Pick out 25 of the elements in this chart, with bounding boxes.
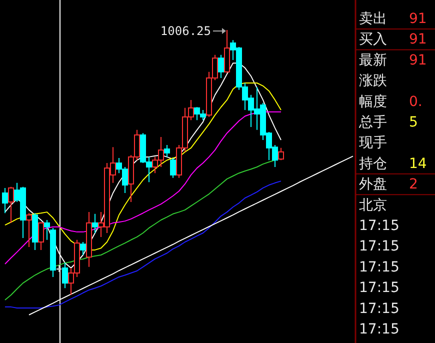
category-label: 17:15 xyxy=(359,322,400,338)
category-label: 17:15 xyxy=(359,238,400,255)
category-label: 幅度 xyxy=(359,94,387,110)
category-label: 总手 xyxy=(358,114,387,130)
text: 2 xyxy=(409,176,418,193)
category-label: 外盘 xyxy=(359,176,387,193)
category-label: 卖出 xyxy=(359,11,387,27)
annotation: 1006.25 xyxy=(160,24,226,38)
text: 5 xyxy=(409,114,418,130)
category-label: 现手 xyxy=(359,135,387,152)
category-label: 涨跌 xyxy=(359,73,387,90)
category-label: 持仓 xyxy=(359,156,387,172)
category-label: 17:15 xyxy=(359,300,400,317)
category-label: 17:15 xyxy=(359,280,400,296)
text: 91 xyxy=(409,32,427,48)
category-label: 买入 xyxy=(359,32,387,48)
text: 91 xyxy=(409,52,427,68)
category-label: 最新 xyxy=(359,52,387,68)
text: 0. xyxy=(409,94,422,110)
text: 91 xyxy=(409,11,427,27)
category-label: 17:15 xyxy=(359,259,400,276)
text: 14 xyxy=(409,156,427,172)
category-label: 北京 xyxy=(359,197,387,214)
category-label: 17:15 xyxy=(359,218,400,234)
annotation: 1006.25 xyxy=(160,24,211,38)
